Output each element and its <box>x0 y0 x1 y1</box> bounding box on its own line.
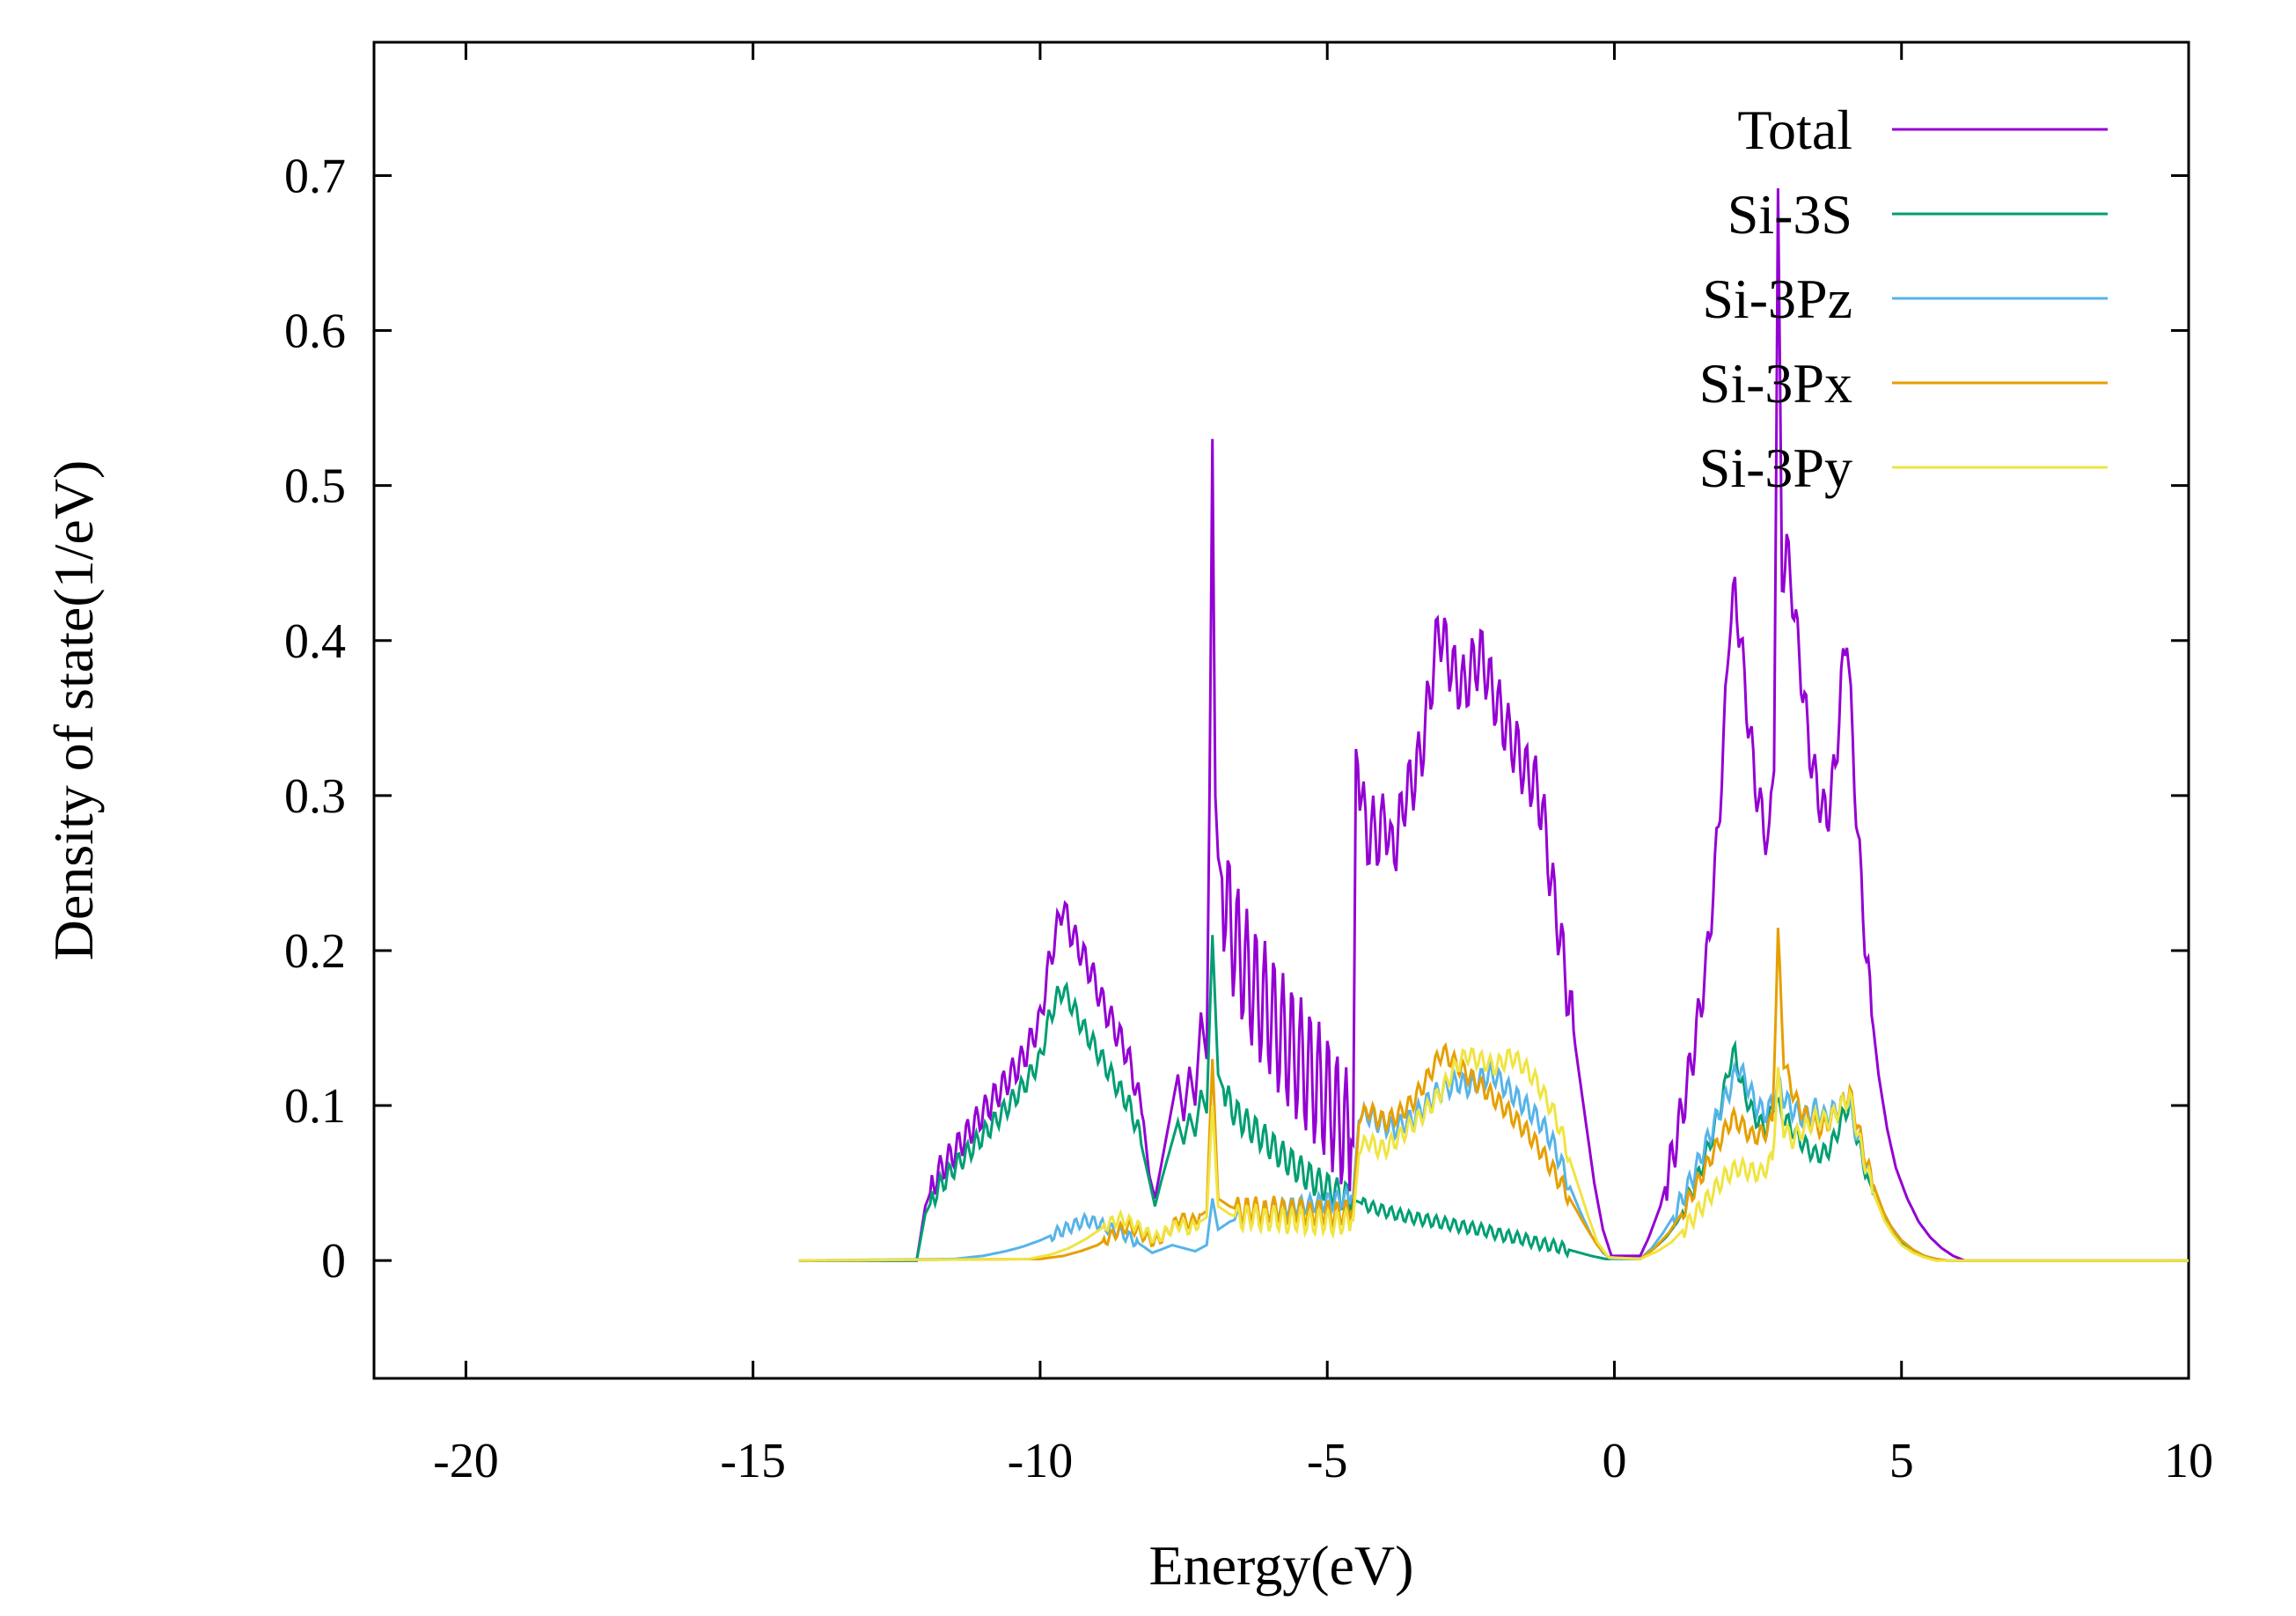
legend-label-si-3s: Si-3S <box>1728 183 1852 246</box>
y-tick-label: 0.1 <box>284 1079 346 1134</box>
y-tick-label: 0.4 <box>284 614 346 669</box>
x-tick-label: -15 <box>720 1434 786 1488</box>
x-tick-label: 0 <box>1602 1434 1626 1488</box>
x-tick-label: -5 <box>1307 1434 1348 1488</box>
y-axis-label: Density of state(1/eV) <box>42 460 105 961</box>
y-tick-label: 0.3 <box>284 769 346 824</box>
y-tick-label: 0 <box>321 1234 346 1289</box>
y-tick-label: 0.5 <box>284 459 346 514</box>
y-tick-label: 0.6 <box>284 305 346 359</box>
plot-border <box>372 40 2190 1380</box>
legend-label-si-3py: Si-3Py <box>1699 437 1852 499</box>
legend-label-si-3px: Si-3Px <box>1699 352 1852 415</box>
legend-label-total: Total <box>1737 99 1852 161</box>
x-axis-label: Energy(eV) <box>1149 1534 1414 1597</box>
x-tick-label: -20 <box>433 1434 499 1488</box>
y-tick-label: 0.7 <box>284 149 346 203</box>
series-line-total <box>798 187 2189 1262</box>
x-tick-label: -10 <box>1008 1434 1074 1488</box>
y-tick-label: 0.2 <box>284 924 346 979</box>
series-line-si-3py <box>798 1047 2189 1262</box>
x-tick-label: 5 <box>1889 1434 1914 1488</box>
legend-label-si-3pz: Si-3Pz <box>1702 268 1852 330</box>
x-tick-label: 10 <box>2164 1434 2213 1488</box>
